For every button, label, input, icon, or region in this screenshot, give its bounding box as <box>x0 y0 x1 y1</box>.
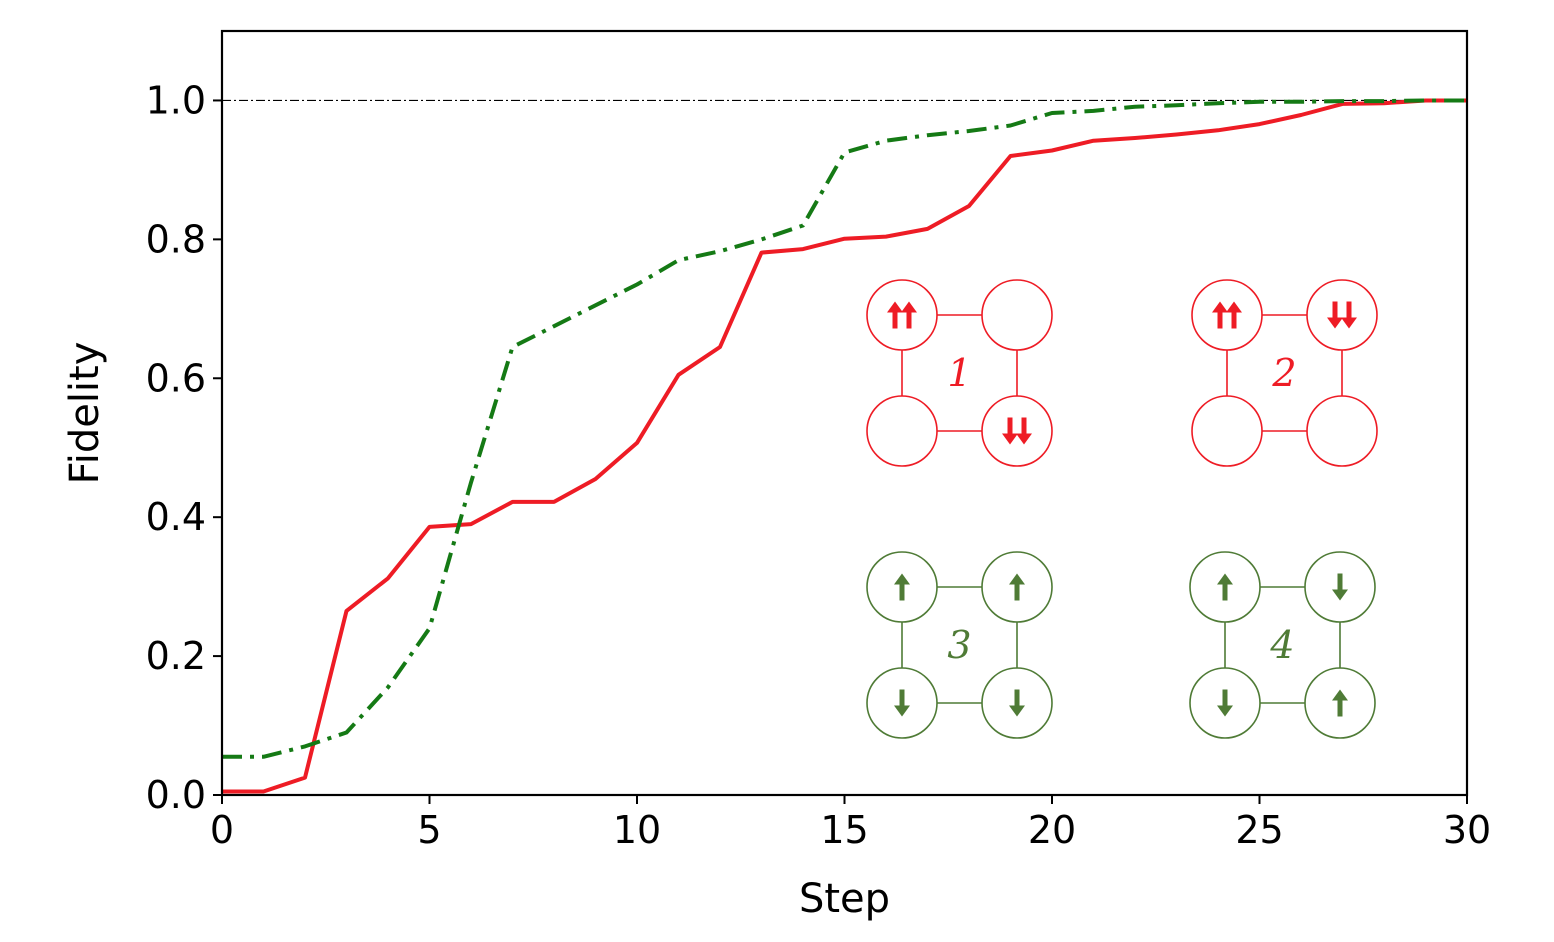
x-tick-label: 0 <box>210 808 234 852</box>
y-tick-label: 1.0 <box>146 78 206 122</box>
lattice-site <box>1191 279 1263 351</box>
series-2 <box>221 98 1468 759</box>
lattice-site <box>866 667 938 739</box>
lattice-site <box>1306 279 1378 351</box>
lattice-site <box>1189 667 1261 739</box>
site-circle <box>1306 395 1378 467</box>
site-circle <box>981 395 1053 467</box>
lattice-site <box>866 551 938 623</box>
lattice-site <box>981 395 1053 467</box>
x-tick-label: 5 <box>417 808 441 852</box>
lattice-site <box>866 279 938 351</box>
tick-layer: 0 5 10 15 20 25 30 0.0 0.2 0.4 0.6 0.8 1.0 <box>146 78 1492 852</box>
site-circle <box>1191 395 1263 467</box>
inset-diagram-3: 3 <box>866 551 1053 739</box>
y-tick-label: 0.6 <box>146 356 206 400</box>
inset-number-label: 3 <box>947 623 971 667</box>
down-arrow-icon <box>1327 317 1343 329</box>
up-arrow-icon <box>1226 301 1242 313</box>
plot-frame <box>220 29 1469 797</box>
up-arrow-icon <box>894 573 910 585</box>
inset-number-label: 4 <box>1269 623 1294 667</box>
series-line <box>222 98 1467 794</box>
inset-diagram-1: 1 <box>866 279 1053 467</box>
up-arrow-icon <box>1009 573 1025 585</box>
y-tick-label: 0.4 <box>146 495 206 539</box>
up-arrow-icon <box>887 301 903 313</box>
lattice-site <box>981 279 1053 351</box>
up-arrow-icon <box>1332 689 1348 701</box>
y-axis-label: Fidelity <box>62 342 108 485</box>
x-tick-label: 15 <box>820 808 868 852</box>
site-circle <box>981 279 1053 351</box>
x-tick-label: 10 <box>613 808 661 852</box>
x-tick-label: 25 <box>1235 808 1283 852</box>
inset-number-label: 1 <box>947 351 971 395</box>
down-arrow-icon <box>1002 433 1018 445</box>
y-tick-label: 0.2 <box>146 634 206 678</box>
lattice-site <box>981 667 1053 739</box>
x-tick-label: 20 <box>1028 808 1076 852</box>
lattice-site <box>866 395 938 467</box>
lattice-site <box>981 551 1053 623</box>
down-arrow-icon <box>1217 705 1233 717</box>
lattice-site <box>1306 395 1378 467</box>
site-circle <box>1191 279 1263 351</box>
down-arrow-icon <box>1332 589 1348 601</box>
y-tick-label: 0.0 <box>146 773 206 817</box>
site-circle <box>866 395 938 467</box>
lattice-site <box>1189 551 1261 623</box>
x-axis-label: Step <box>799 876 890 922</box>
site-circle <box>1306 279 1378 351</box>
lattice-site <box>1304 667 1376 739</box>
lattice-site <box>1304 551 1376 623</box>
down-arrow-icon <box>1016 433 1032 445</box>
down-arrow-icon <box>1341 317 1357 329</box>
up-arrow-icon <box>1212 301 1228 313</box>
x-tick-label: 30 <box>1443 808 1491 852</box>
up-arrow-icon <box>1217 573 1233 585</box>
inset-diagram-4: 4 <box>1189 551 1376 739</box>
y-tick-label: 0.8 <box>146 217 206 261</box>
inset-diagram-2: 2 <box>1191 279 1378 467</box>
down-arrow-icon <box>1009 705 1025 717</box>
site-circle <box>866 279 938 351</box>
down-arrow-icon <box>894 705 910 717</box>
inset-layer: 1 2 3 4 <box>866 279 1378 739</box>
series-1 <box>221 98 1468 794</box>
inset-number-label: 2 <box>1271 351 1296 395</box>
series-layer <box>221 98 1468 794</box>
up-arrow-icon <box>901 301 917 313</box>
lattice-site <box>1191 395 1263 467</box>
